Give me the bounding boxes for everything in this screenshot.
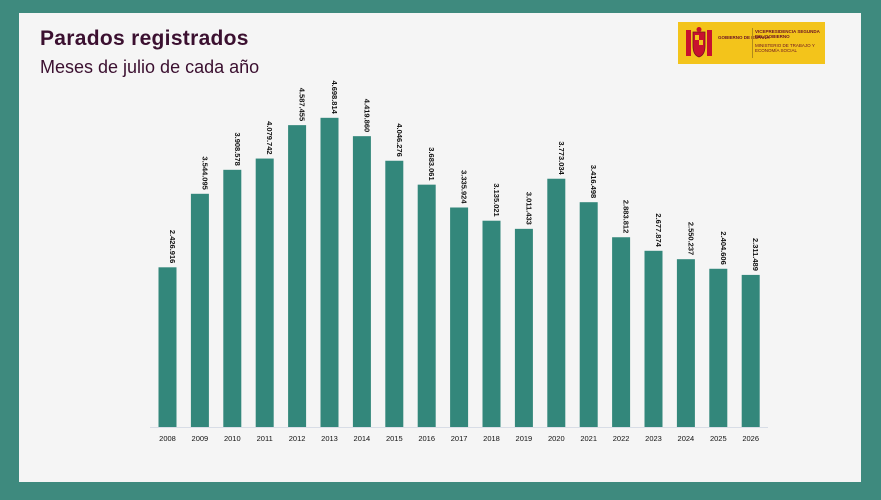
bar-2020 (547, 178, 566, 427)
chart-title: Parados registrados (40, 27, 249, 50)
value-label-2026: 2.311.489 (751, 238, 760, 271)
bar-2019 (514, 228, 533, 427)
x-tick-2026: 2026 (742, 434, 759, 443)
bar-2025 (709, 268, 728, 427)
value-label-2025: 2.404.606 (719, 231, 728, 264)
value-label-2013: 4.698.814 (330, 80, 339, 114)
bar-2024 (676, 259, 695, 427)
x-tick-2021: 2021 (580, 434, 597, 443)
x-tick-2008: 2008 (159, 434, 176, 443)
logo-text-ministry-top: VICEPRESIDENCIA SEGUNDA DEL GOBIERNO (755, 29, 820, 39)
x-tick-2013: 2013 (321, 434, 338, 443)
bar-2010 (223, 169, 242, 428)
bar-2008 (158, 267, 177, 427)
bar-2011 (255, 158, 274, 427)
x-tick-2020: 2020 (548, 434, 565, 443)
bar-2013 (320, 117, 339, 427)
x-tick-2009: 2009 (192, 434, 209, 443)
value-label-2024: 2.550.237 (686, 222, 695, 255)
bar-2012 (288, 125, 307, 428)
x-tick-2015: 2015 (386, 434, 403, 443)
value-label-2019: 3.011.433 (524, 192, 533, 225)
bar-2016 (417, 184, 436, 427)
x-tick-2023: 2023 (645, 434, 662, 443)
value-label-2016: 3.683.061 (427, 147, 436, 180)
x-tick-2024: 2024 (678, 434, 695, 443)
value-label-2021: 3.416.498 (589, 165, 598, 198)
x-tick-2010: 2010 (224, 434, 241, 443)
x-tick-2018: 2018 (483, 434, 500, 443)
value-label-2011: 4.079.742 (265, 121, 274, 154)
bar-2017 (450, 207, 469, 427)
x-tick-2017: 2017 (451, 434, 468, 443)
value-label-2017: 3.335.924 (460, 170, 469, 204)
bar-2026 (741, 274, 760, 427)
value-label-2009: 3.544.095 (200, 156, 209, 189)
chart-subtitle: Meses de julio de cada año (40, 57, 260, 77)
value-label-2018: 3.135.021 (492, 183, 501, 216)
government-logo: GOBIERNO DE ESPAÑA VICEPRESIDENCIA SEGUN… (678, 22, 825, 64)
x-tick-2019: 2019 (516, 434, 533, 443)
x-tick-2016: 2016 (418, 434, 435, 443)
bar-2021 (579, 202, 598, 427)
coat-of-arms-icon (686, 27, 712, 58)
bar-2014 (352, 136, 371, 427)
bar-2018 (482, 220, 501, 427)
bar-2009 (190, 193, 209, 427)
bar-2015 (385, 160, 404, 427)
value-label-2023: 2.677.874 (654, 213, 663, 247)
value-label-2010: 3.908.578 (233, 132, 242, 165)
x-tick-2011: 2011 (257, 434, 273, 443)
x-tick-2022: 2022 (613, 434, 630, 443)
x-tick-2012: 2012 (289, 434, 306, 443)
logo-text-left: GOBIERNO DE ESPAÑA (718, 35, 770, 40)
value-label-2022: 2.883.812 (622, 200, 631, 233)
value-label-2014: 4.419.860 (362, 99, 371, 132)
x-tick-2014: 2014 (354, 434, 371, 443)
bar-2022 (612, 237, 631, 427)
value-label-2012: 4.587.455 (298, 88, 307, 121)
logo-text-ministry-bottom: MINISTERIO DE TRABAJO Y ECONOMÍA SOCIAL (755, 43, 815, 53)
value-label-2008: 2.426.916 (168, 230, 177, 263)
bar-2023 (644, 250, 663, 427)
value-label-2020: 3.773.034 (557, 141, 566, 175)
logo-divider (752, 28, 753, 58)
value-label-2015: 4.046.276 (395, 123, 404, 156)
x-tick-2025: 2025 (710, 434, 727, 443)
